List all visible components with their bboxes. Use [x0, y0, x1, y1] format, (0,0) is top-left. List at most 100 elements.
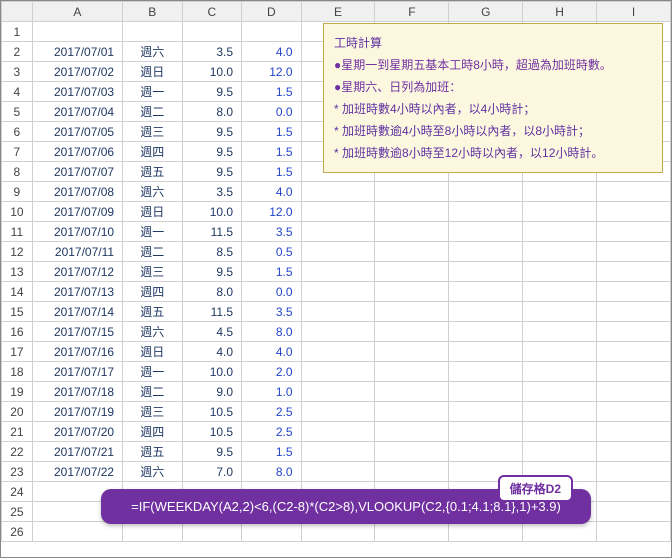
col-header-C[interactable]: C	[182, 2, 242, 22]
othours-cell[interactable]: 4.0	[242, 342, 302, 362]
workhours-cell[interactable]: 4.0	[182, 342, 242, 362]
empty-cell[interactable]	[375, 262, 449, 282]
empty-cell[interactable]	[523, 362, 597, 382]
othours-cell[interactable]: 4.0	[242, 182, 302, 202]
workhours-cell[interactable]: 9.5	[182, 162, 242, 182]
othours-cell[interactable]: 1.5	[242, 122, 302, 142]
date-cell[interactable]: 2017/07/08	[32, 182, 122, 202]
empty-cell[interactable]	[597, 222, 671, 242]
col-header-F[interactable]: F	[375, 2, 449, 22]
othours-cell[interactable]: 8.0	[242, 322, 302, 342]
workhours-cell[interactable]: 8.5	[182, 242, 242, 262]
othours-cell[interactable]: 1.5	[242, 82, 302, 102]
empty-cell[interactable]	[523, 302, 597, 322]
weekday-cell[interactable]: 週六	[123, 42, 183, 62]
empty-cell[interactable]	[523, 242, 597, 262]
row-header[interactable]: 9	[2, 182, 33, 202]
date-cell[interactable]: 2017/07/20	[32, 422, 122, 442]
date-cell[interactable]: 2017/07/16	[32, 342, 122, 362]
weekday-cell[interactable]: 週二	[123, 382, 183, 402]
workhours-cell[interactable]: 9.5	[182, 262, 242, 282]
othours-cell[interactable]: 4.0	[242, 42, 302, 62]
row-header[interactable]: 13	[2, 262, 33, 282]
empty-cell[interactable]	[523, 322, 597, 342]
empty-cell[interactable]	[597, 442, 671, 462]
empty-cell[interactable]	[597, 322, 671, 342]
row-header[interactable]: 24	[2, 482, 33, 502]
date-cell[interactable]: 2017/07/05	[32, 122, 122, 142]
empty-cell[interactable]	[597, 242, 671, 262]
empty-cell[interactable]	[449, 182, 523, 202]
date-cell[interactable]: 2017/07/06	[32, 142, 122, 162]
weekday-cell[interactable]: 週六	[123, 322, 183, 342]
empty-cell[interactable]	[449, 322, 523, 342]
row-header[interactable]: 25	[2, 502, 33, 522]
row-header[interactable]: 23	[2, 462, 33, 482]
weekday-cell[interactable]: 週五	[123, 302, 183, 322]
weekday-cell[interactable]: 週二	[123, 102, 183, 122]
table-header-cell[interactable]: 星期	[123, 22, 183, 42]
weekday-cell[interactable]: 週四	[123, 422, 183, 442]
empty-cell[interactable]	[375, 522, 449, 542]
date-cell[interactable]: 2017/07/13	[32, 282, 122, 302]
empty-cell[interactable]	[32, 522, 122, 542]
date-cell[interactable]: 2017/07/22	[32, 462, 122, 482]
row-header[interactable]: 3	[2, 62, 33, 82]
empty-cell[interactable]	[597, 282, 671, 302]
workhours-cell[interactable]: 11.5	[182, 302, 242, 322]
empty-cell[interactable]	[523, 382, 597, 402]
weekday-cell[interactable]: 週四	[123, 142, 183, 162]
weekday-cell[interactable]: 週三	[123, 262, 183, 282]
row-header[interactable]: 20	[2, 402, 33, 422]
table-header-cell[interactable]: 加班時數	[242, 22, 302, 42]
weekday-cell[interactable]: 週五	[123, 162, 183, 182]
weekday-cell[interactable]: 週四	[123, 282, 183, 302]
date-cell[interactable]: 2017/07/04	[32, 102, 122, 122]
empty-cell[interactable]	[375, 322, 449, 342]
empty-cell[interactable]	[301, 442, 375, 462]
empty-cell[interactable]	[301, 302, 375, 322]
empty-cell[interactable]	[523, 182, 597, 202]
workhours-cell[interactable]: 4.5	[182, 322, 242, 342]
workhours-cell[interactable]: 10.5	[182, 422, 242, 442]
workhours-cell[interactable]: 3.5	[182, 182, 242, 202]
col-header-G[interactable]: G	[449, 2, 523, 22]
row-header[interactable]: 26	[2, 522, 33, 542]
empty-cell[interactable]	[375, 302, 449, 322]
empty-cell[interactable]	[301, 342, 375, 362]
weekday-cell[interactable]: 週日	[123, 342, 183, 362]
row-header[interactable]: 4	[2, 82, 33, 102]
empty-cell[interactable]	[375, 222, 449, 242]
row-header[interactable]: 10	[2, 202, 33, 222]
workhours-cell[interactable]: 7.0	[182, 462, 242, 482]
row-header[interactable]: 19	[2, 382, 33, 402]
date-cell[interactable]: 2017/07/07	[32, 162, 122, 182]
empty-cell[interactable]	[523, 222, 597, 242]
row-header[interactable]: 11	[2, 222, 33, 242]
empty-cell[interactable]	[301, 262, 375, 282]
empty-cell[interactable]	[523, 202, 597, 222]
empty-cell[interactable]	[449, 222, 523, 242]
row-header[interactable]: 7	[2, 142, 33, 162]
weekday-cell[interactable]: 週五	[123, 442, 183, 462]
empty-cell[interactable]	[375, 442, 449, 462]
empty-cell[interactable]	[523, 282, 597, 302]
empty-cell[interactable]	[597, 402, 671, 422]
date-cell[interactable]: 2017/07/15	[32, 322, 122, 342]
empty-cell[interactable]	[301, 222, 375, 242]
empty-cell[interactable]	[375, 382, 449, 402]
othours-cell[interactable]: 3.5	[242, 222, 302, 242]
empty-cell[interactable]	[523, 402, 597, 422]
empty-cell[interactable]	[449, 282, 523, 302]
col-header-A[interactable]: A	[32, 2, 122, 22]
row-header[interactable]: 1	[2, 22, 33, 42]
workhours-cell[interactable]: 8.0	[182, 102, 242, 122]
workhours-cell[interactable]: 10.0	[182, 62, 242, 82]
row-header[interactable]: 22	[2, 442, 33, 462]
empty-cell[interactable]	[375, 202, 449, 222]
empty-cell[interactable]	[375, 362, 449, 382]
row-header[interactable]: 8	[2, 162, 33, 182]
othours-cell[interactable]: 1.5	[242, 442, 302, 462]
select-all-corner[interactable]	[2, 2, 33, 22]
date-cell[interactable]: 2017/07/21	[32, 442, 122, 462]
